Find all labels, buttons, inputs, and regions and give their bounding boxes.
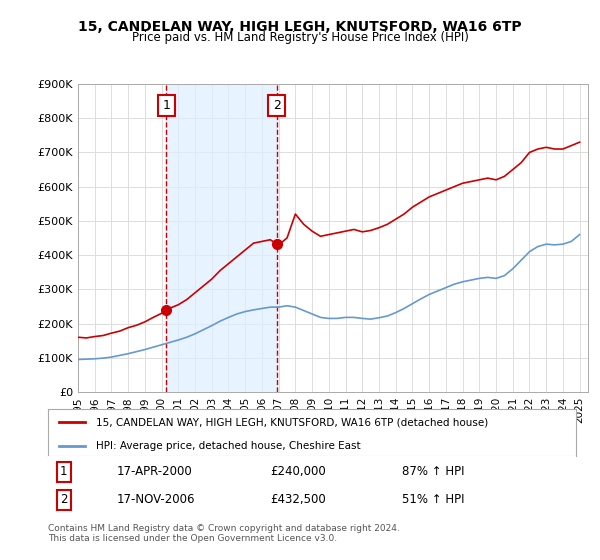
Text: 2: 2 [273,99,281,112]
Text: 17-NOV-2006: 17-NOV-2006 [116,493,195,506]
Text: 2: 2 [60,493,68,506]
Text: 15, CANDELAN WAY, HIGH LEGH, KNUTSFORD, WA16 6TP (detached house): 15, CANDELAN WAY, HIGH LEGH, KNUTSFORD, … [95,417,488,427]
Text: £240,000: £240,000 [270,465,326,478]
Text: 87% ↑ HPI: 87% ↑ HPI [402,465,464,478]
Text: £432,500: £432,500 [270,493,326,506]
Text: Price paid vs. HM Land Registry's House Price Index (HPI): Price paid vs. HM Land Registry's House … [131,31,469,44]
Text: 51% ↑ HPI: 51% ↑ HPI [402,493,464,506]
Text: 17-APR-2000: 17-APR-2000 [116,465,193,478]
Text: Contains HM Land Registry data © Crown copyright and database right 2024.
This d: Contains HM Land Registry data © Crown c… [48,524,400,543]
Text: 15, CANDELAN WAY, HIGH LEGH, KNUTSFORD, WA16 6TP: 15, CANDELAN WAY, HIGH LEGH, KNUTSFORD, … [78,20,522,34]
Text: 1: 1 [163,99,170,112]
Text: 1: 1 [60,465,68,478]
Text: HPI: Average price, detached house, Cheshire East: HPI: Average price, detached house, Ches… [95,441,360,451]
Bar [166,84,277,392]
